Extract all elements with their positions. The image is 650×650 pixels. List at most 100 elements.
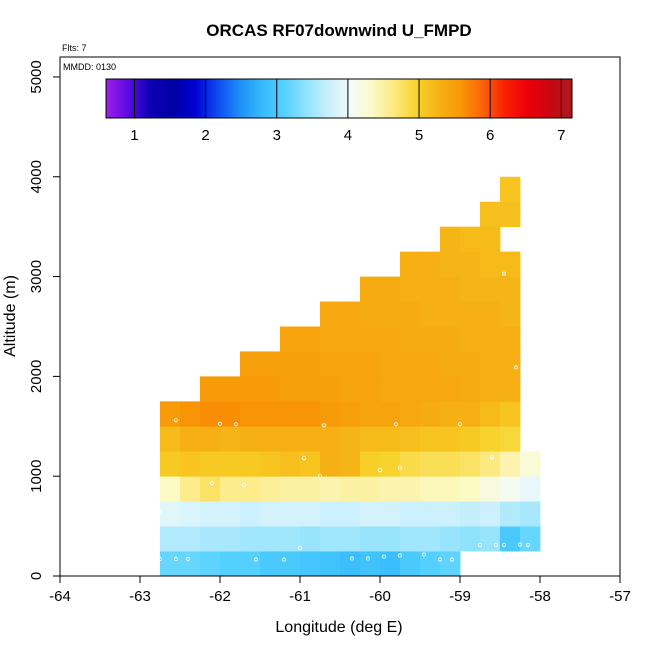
- heatmap-cell: [440, 501, 461, 527]
- colorbar-tick-label: 1: [130, 127, 138, 144]
- observation-marker: [301, 456, 306, 461]
- heatmap-cell: [440, 326, 461, 352]
- x-tick-label: -58: [529, 588, 551, 605]
- heatmap-cell: [280, 476, 301, 502]
- heatmap-cell: [260, 526, 281, 552]
- heatmap-cell: [460, 326, 481, 352]
- heatmap-cell: [340, 551, 361, 577]
- observation-marker: [485, 177, 490, 182]
- heatmap-cell: [280, 326, 301, 352]
- heatmap-cell: [400, 526, 421, 552]
- heatmap-cell: [480, 401, 501, 427]
- heatmap-cell: [360, 476, 381, 502]
- heatmap-cell: [500, 176, 521, 203]
- observation-marker: [393, 422, 398, 427]
- heatmap-cell: [440, 526, 461, 552]
- heatmap-cell: [400, 476, 421, 502]
- x-tick-label: -57: [609, 588, 631, 605]
- observation-marker: [381, 554, 386, 559]
- flights-annotation: Flts: 7: [62, 43, 87, 53]
- heatmap-cell: [440, 451, 461, 477]
- observation-marker: [449, 557, 454, 562]
- x-tick-label: -64: [49, 588, 71, 605]
- heatmap-cell: [480, 326, 501, 352]
- heatmap-cell: [500, 401, 521, 427]
- heatmap-cell: [240, 401, 261, 427]
- heatmap-cell: [260, 551, 281, 577]
- heatmap-cell: [200, 376, 221, 402]
- heatmap-cell: [480, 276, 501, 302]
- heatmap-cell: [380, 276, 401, 302]
- heatmap-cell: [400, 251, 421, 277]
- observation-marker: [501, 271, 506, 276]
- heatmap-cell: [460, 351, 481, 377]
- heatmap-cell: [160, 551, 181, 577]
- colorbar-gradient: [105, 78, 573, 119]
- heatmap-cell: [260, 451, 281, 477]
- observation-marker: [457, 422, 462, 427]
- heatmap-cell: [180, 426, 201, 452]
- heatmap-cell: [360, 426, 381, 452]
- colorbar: 1 2 3 4 5 6 7: [105, 78, 573, 144]
- heatmap-cell: [220, 501, 241, 527]
- heatmap-cell: [400, 301, 421, 327]
- heatmap-cell: [220, 451, 241, 477]
- heatmap-cell: [320, 376, 341, 402]
- heatmap-cell: [360, 376, 381, 402]
- heatmap-cell: [340, 526, 361, 552]
- heatmap-cell: [340, 451, 361, 477]
- x-tick-label: -60: [369, 588, 391, 605]
- heatmap-cell: [240, 351, 261, 377]
- heatmap-cell: [180, 451, 201, 477]
- y-tick-label: 3000: [28, 260, 45, 293]
- heatmap-cell: [280, 426, 301, 452]
- heatmap-cell: [200, 426, 221, 452]
- heatmap-cell: [160, 426, 181, 452]
- colorbar-tick-label: 4: [344, 127, 352, 144]
- heatmap-cell: [400, 351, 421, 377]
- heatmap-cell: [340, 351, 361, 377]
- heatmap-cell: [460, 376, 481, 402]
- heatmap-cell: [340, 326, 361, 352]
- heatmap-cell: [340, 476, 361, 502]
- heatmap-cell: [320, 326, 341, 352]
- heatmap-cell: [200, 476, 221, 502]
- heatmap-cell: [360, 526, 381, 552]
- observation-marker: [489, 455, 494, 460]
- heatmap-cell: [400, 326, 421, 352]
- heatmap-cell: [180, 526, 201, 552]
- heatmap-cell: [260, 476, 281, 502]
- observation-marker: [297, 546, 302, 551]
- observation-marker: [217, 421, 222, 426]
- heatmap-cell: [480, 501, 501, 527]
- observation-marker: [321, 423, 326, 428]
- heatmap-cell: [360, 351, 381, 377]
- heatmap-cell: [500, 451, 521, 477]
- observation-marker: [477, 543, 482, 548]
- heatmap-cell: [500, 301, 521, 327]
- heatmap-cell: [200, 551, 221, 577]
- heatmap-cell: [420, 551, 441, 577]
- heatmap-cell: [400, 501, 421, 527]
- heatmap-cell: [460, 276, 481, 302]
- heatmap-cell: [520, 476, 541, 502]
- heatmap-cell: [460, 476, 481, 502]
- heatmap-cell: [240, 526, 261, 552]
- y-axis-title: Altitude (m): [2, 275, 19, 357]
- heatmap-cell: [200, 401, 221, 427]
- heatmap-cell: [160, 401, 181, 427]
- heatmap-cell: [480, 351, 501, 377]
- heatmap-cell: [480, 201, 501, 228]
- heatmap-cell: [380, 476, 401, 502]
- heatmap-cell: [240, 426, 261, 452]
- heatmap-cell: [220, 526, 241, 552]
- colorbar-tick-label: 5: [415, 127, 423, 144]
- heatmap-cell: [420, 351, 441, 377]
- observation-marker: [514, 365, 519, 370]
- heatmap-cell: [520, 501, 541, 527]
- heatmap-cell: [320, 526, 341, 552]
- heatmap-cell: [500, 326, 521, 352]
- heatmap-cell: [260, 401, 281, 427]
- heatmap-cell: [360, 326, 381, 352]
- observation-marker: [241, 483, 246, 488]
